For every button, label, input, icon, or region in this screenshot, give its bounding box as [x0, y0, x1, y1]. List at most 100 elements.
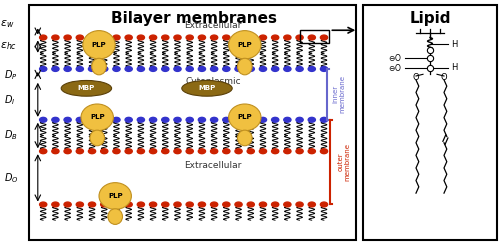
Circle shape: [76, 202, 84, 207]
Circle shape: [100, 67, 108, 71]
Ellipse shape: [61, 80, 112, 96]
Circle shape: [222, 117, 230, 122]
Text: PLP: PLP: [108, 193, 122, 199]
Circle shape: [125, 117, 132, 122]
Text: Lipid: Lipid: [409, 11, 451, 26]
Circle shape: [76, 67, 84, 71]
Text: $\ominus$O: $\ominus$O: [388, 52, 402, 63]
Circle shape: [284, 202, 291, 207]
Circle shape: [64, 202, 71, 207]
Circle shape: [100, 35, 108, 40]
Circle shape: [150, 117, 156, 122]
Circle shape: [138, 149, 144, 154]
Circle shape: [222, 35, 230, 40]
Circle shape: [260, 202, 266, 207]
Circle shape: [308, 117, 316, 122]
Circle shape: [40, 202, 47, 207]
Circle shape: [272, 202, 279, 207]
Ellipse shape: [182, 80, 232, 96]
Circle shape: [320, 35, 328, 40]
Circle shape: [284, 35, 291, 40]
Circle shape: [76, 117, 84, 122]
Circle shape: [320, 67, 328, 71]
Circle shape: [235, 35, 242, 40]
Circle shape: [247, 202, 254, 207]
Circle shape: [52, 149, 59, 154]
Circle shape: [320, 149, 328, 154]
Circle shape: [198, 202, 205, 207]
Circle shape: [186, 35, 194, 40]
Circle shape: [296, 67, 303, 71]
Circle shape: [174, 149, 181, 154]
Circle shape: [247, 117, 254, 122]
Ellipse shape: [228, 30, 261, 59]
Circle shape: [284, 67, 291, 71]
Circle shape: [138, 35, 144, 40]
Circle shape: [260, 67, 266, 71]
Circle shape: [52, 202, 59, 207]
Text: O: O: [440, 73, 448, 82]
Circle shape: [260, 117, 266, 122]
Circle shape: [308, 149, 316, 154]
Circle shape: [162, 117, 169, 122]
Circle shape: [308, 202, 316, 207]
Circle shape: [247, 35, 254, 40]
Circle shape: [174, 202, 181, 207]
Circle shape: [162, 149, 169, 154]
Circle shape: [113, 67, 120, 71]
Circle shape: [162, 35, 169, 40]
Circle shape: [296, 35, 303, 40]
Text: H: H: [451, 63, 458, 72]
Ellipse shape: [90, 130, 104, 146]
Text: Cytoplasmic: Cytoplasmic: [186, 76, 241, 86]
Text: MBP: MBP: [198, 85, 216, 91]
Text: $\varepsilon_w$: $\varepsilon_w$: [0, 18, 14, 30]
Circle shape: [40, 67, 47, 71]
Circle shape: [88, 202, 96, 207]
Circle shape: [125, 202, 132, 207]
Ellipse shape: [81, 104, 114, 131]
Circle shape: [210, 67, 218, 71]
Circle shape: [125, 149, 132, 154]
Circle shape: [88, 117, 96, 122]
Circle shape: [113, 202, 120, 207]
Circle shape: [174, 67, 181, 71]
Circle shape: [186, 67, 194, 71]
FancyBboxPatch shape: [363, 5, 497, 240]
Circle shape: [162, 67, 169, 71]
Text: $\ominus$O: $\ominus$O: [388, 62, 402, 73]
Circle shape: [272, 67, 279, 71]
Ellipse shape: [92, 58, 106, 75]
Circle shape: [125, 35, 132, 40]
Circle shape: [296, 117, 303, 122]
Circle shape: [52, 117, 59, 122]
Circle shape: [88, 35, 96, 40]
Circle shape: [210, 35, 218, 40]
Circle shape: [113, 117, 120, 122]
Circle shape: [260, 35, 266, 40]
FancyBboxPatch shape: [29, 5, 356, 240]
Text: MBP: MBP: [78, 85, 95, 91]
Circle shape: [64, 67, 71, 71]
Circle shape: [40, 149, 47, 154]
Circle shape: [235, 67, 242, 71]
Circle shape: [222, 67, 230, 71]
Circle shape: [162, 202, 169, 207]
Circle shape: [88, 67, 96, 71]
Circle shape: [40, 35, 47, 40]
Text: $D_P$: $D_P$: [4, 68, 17, 82]
Text: PLP: PLP: [90, 114, 104, 120]
Circle shape: [186, 149, 194, 154]
Circle shape: [76, 149, 84, 154]
Ellipse shape: [238, 58, 252, 75]
Text: O: O: [412, 73, 420, 82]
Text: PLP: PLP: [92, 42, 106, 48]
Circle shape: [235, 149, 242, 154]
Circle shape: [247, 67, 254, 71]
Circle shape: [150, 35, 156, 40]
Circle shape: [247, 149, 254, 154]
Ellipse shape: [99, 183, 132, 209]
Ellipse shape: [238, 130, 252, 146]
Circle shape: [113, 35, 120, 40]
Circle shape: [100, 117, 108, 122]
